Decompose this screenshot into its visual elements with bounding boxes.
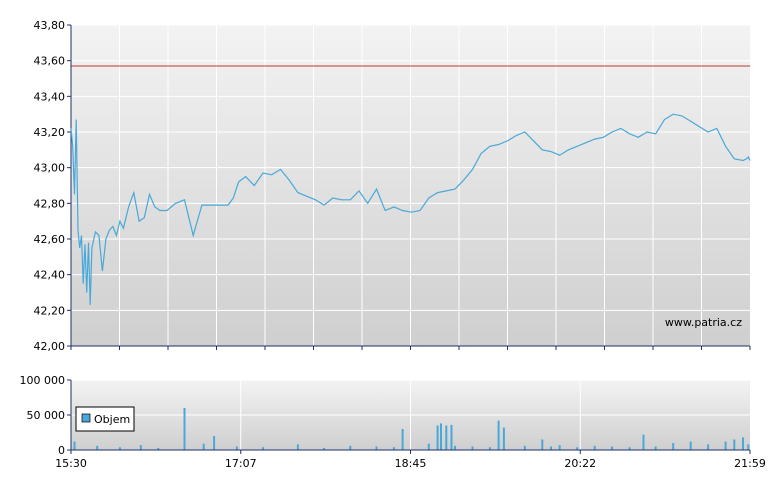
volume-bar — [392, 447, 395, 450]
price-panel: 43,80 43,60 43,40 43,20 43,00 42,80 42,60 42,40… — [34, 19, 751, 353]
price-series-line — [70, 113, 751, 306]
volume-bar — [96, 445, 99, 450]
price-ytick-label: 43,60 — [34, 55, 66, 68]
volume-bar — [747, 444, 750, 450]
volume-bar — [323, 447, 326, 450]
price-ytick-label: 43,80 — [34, 19, 66, 32]
x-tick-label: 17:07 — [225, 457, 257, 470]
volume-bar — [733, 439, 736, 450]
volume-bar — [375, 446, 378, 450]
volume-bar — [628, 447, 631, 450]
volume-bar — [502, 427, 505, 450]
volume-bar — [488, 447, 491, 450]
x-tick-label: 15:30 — [55, 457, 87, 470]
volume-bar — [349, 445, 352, 450]
volume-ytick-label: 50 000 — [27, 409, 66, 422]
price-ytick-label: 42,00 — [34, 340, 66, 353]
legend-label: Objem — [94, 413, 130, 426]
x-tick-label: 20:22 — [564, 457, 596, 470]
volume-bar — [235, 446, 238, 450]
price-ytick-label: 43,00 — [34, 162, 66, 175]
volume-bar — [139, 445, 142, 450]
volume-bar — [742, 437, 744, 450]
volume-bar — [454, 445, 456, 450]
volume-bar — [296, 444, 299, 450]
volume-bar — [183, 408, 186, 450]
volume-bar — [576, 447, 579, 450]
volume-bar — [213, 436, 216, 450]
price-ytick-label: 42,40 — [34, 269, 66, 282]
price-ytick-label: 42,20 — [34, 304, 66, 317]
volume-bar — [611, 446, 614, 450]
price-ytick-label: 42,80 — [34, 197, 66, 210]
volume-bar — [471, 446, 474, 450]
volume-bar — [724, 441, 727, 450]
volume-bar — [672, 443, 675, 450]
volume-bar — [118, 447, 121, 450]
volume-bar — [593, 445, 596, 450]
volume-bar — [523, 445, 526, 450]
volume-bar — [654, 446, 657, 450]
volume-legend: Objem — [75, 406, 135, 432]
volume-bar — [707, 444, 710, 450]
volume-panel: 100 000 50 000 015:30 17:07 18:45 20:22 21:59 — [20, 374, 766, 470]
volume-bar — [541, 439, 544, 450]
volume-bar — [450, 424, 453, 450]
volume-ytick-label: 100 000 — [20, 374, 66, 387]
watermark-text: www.patria.cz — [665, 316, 742, 329]
volume-bar — [689, 441, 692, 450]
price-ytick-label: 43,20 — [34, 126, 66, 139]
volume-bar — [440, 423, 442, 450]
volume-bar — [550, 446, 552, 450]
volume-bar — [436, 425, 439, 450]
volume-bar — [642, 434, 645, 450]
volume-bar — [73, 441, 76, 450]
volume-bar — [157, 447, 160, 450]
legend-swatch — [81, 413, 91, 423]
volume-bar — [427, 443, 430, 450]
volume-bar — [497, 420, 500, 450]
volume-bar — [558, 445, 561, 450]
volume-bar — [202, 443, 205, 450]
price-ytick-label: 42,60 — [34, 233, 66, 246]
volume-bar — [401, 429, 404, 450]
volume-bar — [445, 425, 448, 450]
x-tick-label: 18:45 — [395, 457, 427, 470]
volume-ytick-label: 0 — [58, 444, 65, 457]
x-tick-label: 21:59 — [734, 457, 766, 470]
volume-bar — [262, 447, 264, 450]
price-ytick-label: 43,40 — [34, 90, 66, 103]
